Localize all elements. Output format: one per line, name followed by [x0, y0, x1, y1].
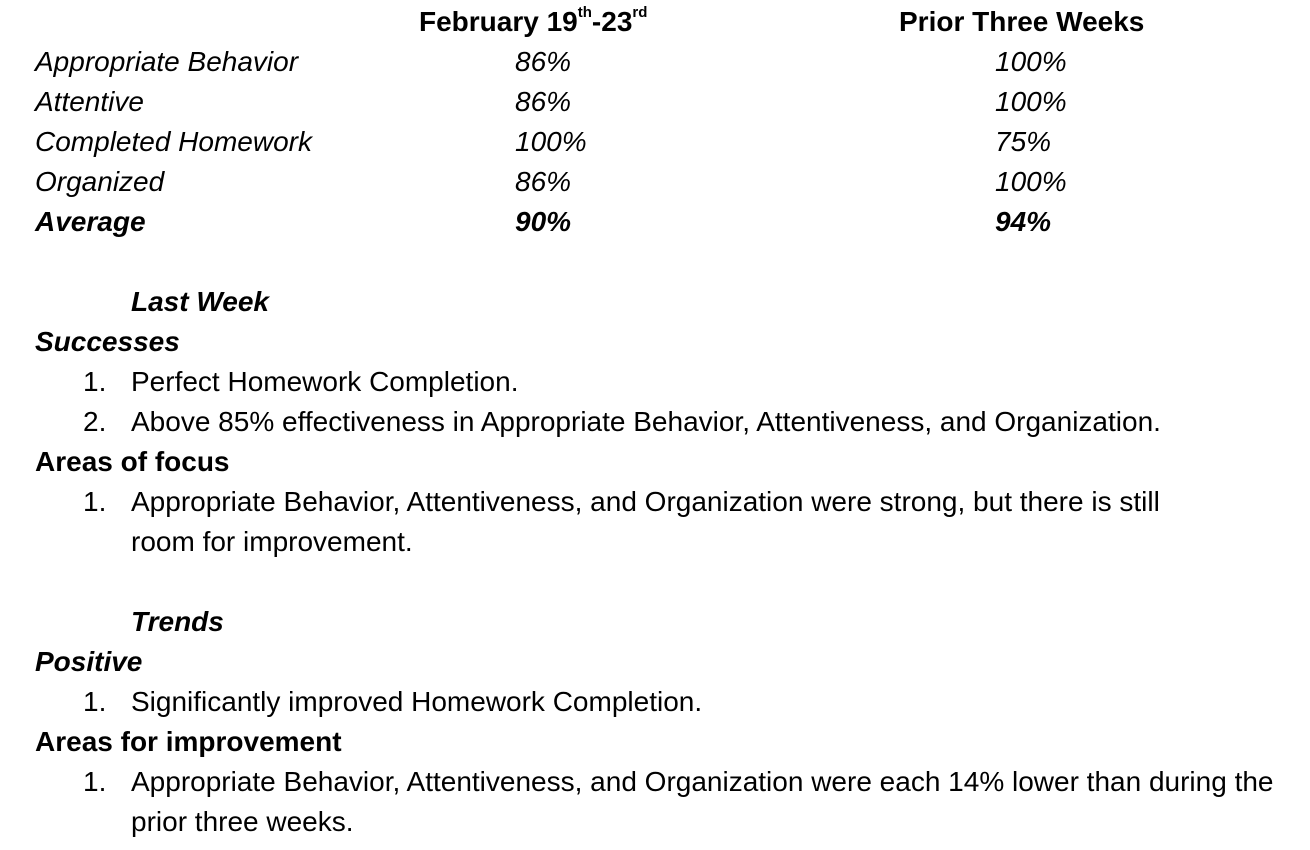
table-row-average: Average 90% 94%	[0, 202, 1310, 242]
successes-list: 1. Perfect Homework Completion. 2. Above 8…	[0, 362, 1310, 442]
table-row: Organized 86% 100%	[0, 162, 1310, 202]
header-sup-rd: rd	[632, 3, 648, 21]
list-item: 1. Significantly improved Homework Comple…	[0, 682, 1310, 722]
positive-list: 1. Significantly improved Homework Comple…	[0, 682, 1310, 722]
successes-heading: Successes	[35, 326, 180, 357]
row-label: Completed Homework	[35, 126, 312, 157]
last-week-section: Last Week Successes 1. Perfect Homework C…	[0, 282, 1310, 562]
table-row: Appropriate Behavior 86% 100%	[0, 42, 1310, 82]
row-current-value: 86%	[515, 86, 572, 117]
trends-title-row: Trends	[0, 602, 1310, 642]
list-number: 1.	[83, 686, 107, 717]
row-prior-value: 100%	[995, 166, 1067, 197]
row-label: Attentive	[35, 86, 144, 117]
table-row: Attentive 86% 100%	[0, 82, 1310, 122]
list-text: Appropriate Behavior, Attentiveness, and…	[131, 766, 1274, 837]
header-sup-th: th	[577, 3, 592, 21]
list-item: 2. Above 85% effectiveness in Appropriate…	[0, 402, 1310, 442]
improvement-list: 1. Appropriate Behavior, Attentiveness, a…	[0, 762, 1310, 842]
list-item: 1. Appropriate Behavior, Attentiveness, a…	[0, 482, 1231, 562]
row-prior-value: 100%	[995, 86, 1067, 117]
header-date-end: -23	[591, 6, 633, 37]
focus-list: 1. Appropriate Behavior, Attentiveness, a…	[0, 482, 1310, 562]
list-text: Perfect Homework Completion.	[131, 366, 519, 397]
row-label: Appropriate Behavior	[35, 46, 299, 77]
row-current-value: 86%	[515, 166, 572, 197]
last-week-title-row: Last Week	[0, 282, 1310, 322]
header-prior-weeks: Prior Three Weeks	[899, 6, 1145, 37]
areas-of-focus-heading: Areas of focus	[35, 446, 230, 477]
row-prior-value: 100%	[995, 46, 1067, 77]
row-label: Organized	[35, 166, 165, 197]
areas-for-improvement-heading: Areas for improvement	[35, 726, 342, 757]
list-text: Appropriate Behavior, Attentiveness, and…	[131, 486, 1160, 557]
list-number: 2.	[83, 406, 107, 437]
table-row: Completed Homework 100% 75%	[0, 122, 1310, 162]
positive-heading: Positive	[35, 646, 143, 677]
list-number: 1.	[83, 766, 107, 797]
list-item: 1. Appropriate Behavior, Attentiveness, a…	[0, 762, 1310, 842]
row-current-value: 100%	[515, 126, 587, 157]
row-prior-value: 75%	[995, 126, 1052, 157]
header-date-start: February 19	[419, 6, 578, 37]
table-header: February 19th-23rd Prior Three Weeks	[0, 2, 1310, 42]
section-title: Last Week	[131, 286, 269, 317]
list-text: Above 85% effectiveness in Appropriate B…	[131, 406, 1161, 437]
row-label: Average	[35, 206, 146, 237]
list-number: 1.	[83, 366, 107, 397]
row-prior-value: 94%	[995, 206, 1052, 237]
header-current-week: February 19th-23rd	[419, 2, 647, 42]
table-body: Appropriate Behavior 86% 100% Attentive …	[0, 42, 1310, 242]
list-number: 1.	[83, 486, 107, 517]
trends-section: Trends Positive 1. Significantly improved…	[0, 602, 1310, 842]
section-title: Trends	[131, 606, 224, 637]
row-current-value: 90%	[515, 206, 572, 237]
row-current-value: 86%	[515, 46, 572, 77]
list-item: 1. Perfect Homework Completion.	[0, 362, 1310, 402]
list-text: Significantly improved Homework Completi…	[131, 686, 703, 717]
